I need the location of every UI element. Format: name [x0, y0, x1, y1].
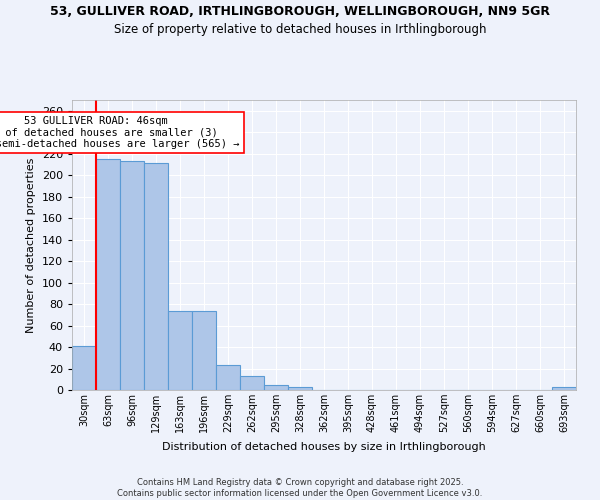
- Bar: [144, 164, 168, 390]
- Bar: [288, 387, 312, 390]
- Y-axis label: Number of detached properties: Number of detached properties: [26, 158, 36, 332]
- Bar: [240, 376, 264, 390]
- Text: Size of property relative to detached houses in Irthlingborough: Size of property relative to detached ho…: [114, 22, 486, 36]
- Text: Contains HM Land Registry data © Crown copyright and database right 2025.
Contai: Contains HM Land Registry data © Crown c…: [118, 478, 482, 498]
- Bar: [264, 384, 288, 390]
- Bar: [120, 161, 144, 390]
- Text: 53, GULLIVER ROAD, IRTHLINGBOROUGH, WELLINGBOROUGH, NN9 5GR: 53, GULLIVER ROAD, IRTHLINGBOROUGH, WELL…: [50, 5, 550, 18]
- Bar: [552, 387, 576, 390]
- Bar: [72, 346, 96, 390]
- Bar: [192, 310, 216, 390]
- Bar: [216, 366, 240, 390]
- Text: 53 GULLIVER ROAD: 46sqm
← 1% of detached houses are smaller (3)
97% of semi-deta: 53 GULLIVER ROAD: 46sqm ← 1% of detached…: [0, 116, 240, 150]
- Text: Distribution of detached houses by size in Irthlingborough: Distribution of detached houses by size …: [162, 442, 486, 452]
- Bar: [96, 159, 120, 390]
- Bar: [168, 310, 192, 390]
